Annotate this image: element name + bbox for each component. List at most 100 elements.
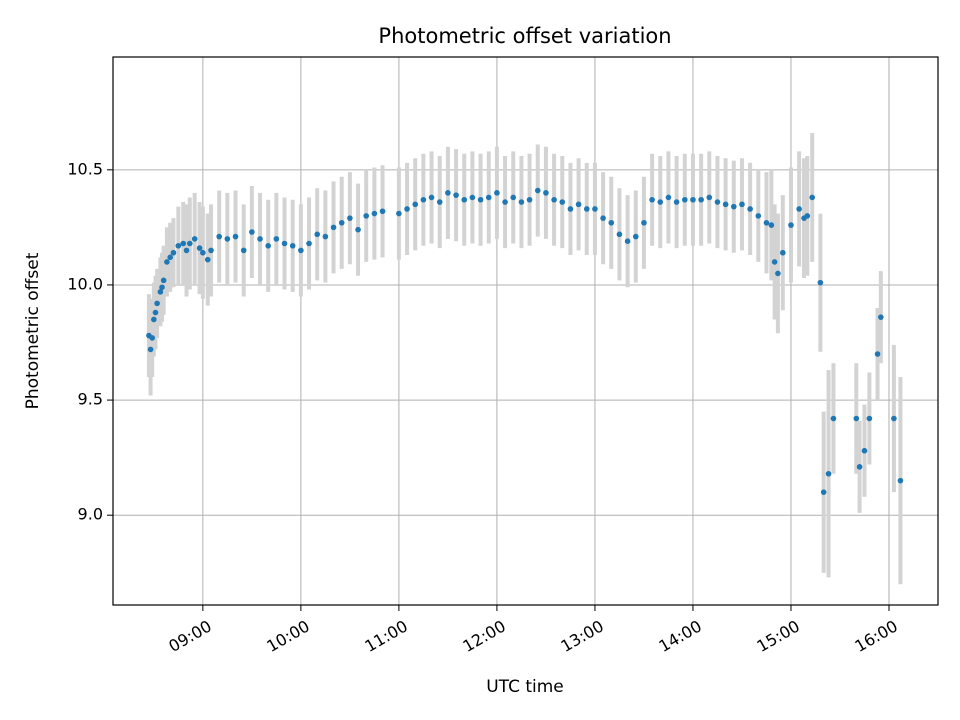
data-point bbox=[420, 196, 427, 203]
data-point bbox=[657, 199, 664, 205]
data-point bbox=[771, 259, 778, 265]
data-point bbox=[445, 190, 451, 196]
data-point bbox=[183, 247, 190, 254]
data-point bbox=[191, 236, 198, 242]
data-point bbox=[224, 236, 231, 242]
data-point bbox=[567, 206, 574, 212]
plot-frame bbox=[112, 56, 939, 606]
data-point bbox=[160, 277, 167, 284]
data-point bbox=[396, 210, 402, 217]
data-point bbox=[673, 199, 680, 205]
data-point bbox=[330, 224, 337, 231]
data-point bbox=[167, 254, 173, 261]
data-point bbox=[204, 256, 211, 263]
data-point bbox=[861, 447, 868, 454]
y-axis-ticks: 9.0 9.5 10.0 10.5 bbox=[67, 159, 113, 524]
data-point bbox=[338, 219, 345, 226]
data-point bbox=[208, 247, 214, 254]
data-point bbox=[624, 238, 631, 245]
data-point bbox=[273, 236, 280, 242]
data-point bbox=[216, 233, 222, 240]
data-point bbox=[510, 194, 517, 201]
data-point bbox=[796, 206, 802, 212]
data-point bbox=[616, 231, 623, 238]
data-point bbox=[265, 243, 271, 249]
data-point bbox=[461, 196, 468, 203]
data-point bbox=[690, 196, 696, 203]
data-point bbox=[412, 201, 419, 208]
data-point bbox=[592, 206, 598, 212]
y-tick-label: 10.5 bbox=[67, 159, 103, 178]
data-point bbox=[477, 196, 484, 203]
data-point bbox=[232, 233, 239, 240]
data-point bbox=[149, 335, 156, 341]
x-axis-label: UTC time bbox=[486, 677, 564, 697]
data-point bbox=[632, 233, 639, 240]
data-point bbox=[485, 194, 492, 201]
data-point bbox=[866, 415, 873, 422]
data-point bbox=[347, 215, 353, 221]
data-point bbox=[240, 247, 247, 254]
data-point bbox=[157, 289, 164, 295]
data-point bbox=[154, 300, 160, 307]
data-point bbox=[306, 240, 312, 247]
data-point bbox=[739, 201, 745, 208]
data-point bbox=[428, 194, 435, 201]
data-point bbox=[817, 279, 824, 286]
data-point bbox=[281, 240, 288, 247]
data-point bbox=[436, 199, 443, 205]
data-point bbox=[874, 351, 881, 357]
data-point bbox=[379, 208, 386, 215]
y-tick-label: 10.0 bbox=[67, 274, 103, 293]
data-point bbox=[518, 199, 525, 205]
data-point bbox=[775, 270, 781, 277]
data-point bbox=[747, 206, 753, 212]
data-point bbox=[494, 190, 500, 196]
y-axis-label: Photometric offset bbox=[23, 252, 43, 409]
data-point bbox=[363, 213, 370, 219]
data-point bbox=[856, 464, 863, 470]
data-point bbox=[730, 203, 737, 210]
data-point bbox=[698, 196, 704, 203]
data-point bbox=[768, 222, 775, 228]
data-point bbox=[404, 206, 410, 212]
data-point bbox=[186, 240, 193, 247]
data-point bbox=[159, 284, 165, 291]
data-point bbox=[649, 196, 655, 203]
data-point bbox=[314, 231, 321, 238]
data-point bbox=[608, 219, 615, 226]
data-point bbox=[853, 415, 860, 422]
data-point bbox=[257, 236, 263, 242]
data-point bbox=[147, 346, 154, 353]
data-point bbox=[534, 187, 541, 194]
data-point bbox=[152, 309, 159, 316]
data-point bbox=[502, 199, 508, 205]
data-point bbox=[665, 194, 672, 201]
data-point bbox=[641, 219, 647, 226]
data-point bbox=[714, 199, 721, 205]
data-point bbox=[780, 249, 786, 256]
data-point bbox=[543, 190, 549, 196]
y-tick-label: 9.5 bbox=[78, 390, 103, 409]
data-point bbox=[825, 470, 832, 477]
data-point bbox=[355, 226, 361, 233]
data-point bbox=[706, 194, 713, 201]
data-point bbox=[897, 477, 904, 484]
data-point bbox=[180, 240, 187, 247]
data-point bbox=[175, 243, 182, 249]
data-point bbox=[322, 233, 329, 240]
data-point bbox=[164, 259, 170, 265]
data-point bbox=[583, 206, 590, 212]
data-point bbox=[469, 194, 476, 201]
grid bbox=[113, 57, 938, 605]
data-point bbox=[151, 316, 157, 323]
y-tick-label: 9.0 bbox=[78, 505, 103, 524]
data-point bbox=[722, 201, 729, 208]
data-point bbox=[200, 249, 206, 256]
data-point bbox=[755, 213, 762, 219]
data-point bbox=[600, 215, 606, 221]
data-point bbox=[196, 245, 203, 251]
data-point bbox=[249, 229, 255, 235]
